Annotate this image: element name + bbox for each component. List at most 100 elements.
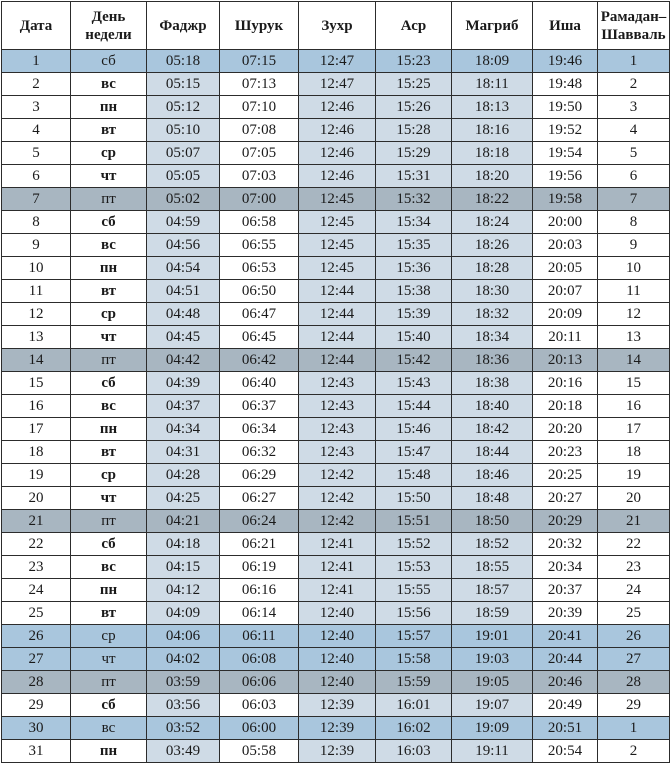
table-row: 7 пт 05:02 07:00 12:45 15:32 18:22 19:58 7 bbox=[1, 187, 670, 211]
shuruq-cell: 07:05 bbox=[219, 141, 299, 165]
maghrib-cell: 18:44 bbox=[451, 440, 533, 464]
maghrib-cell: 18:16 bbox=[451, 118, 533, 142]
shuruq-cell: 06:37 bbox=[219, 394, 299, 418]
date-cell: 15 bbox=[1, 371, 71, 395]
asr-cell: 15:43 bbox=[375, 371, 452, 395]
maghrib-cell: 18:48 bbox=[451, 486, 533, 510]
shuruq-cell: 07:08 bbox=[219, 118, 299, 142]
weekday-header-line2: недели bbox=[85, 26, 132, 43]
asr-cell: 15:59 bbox=[375, 670, 452, 694]
weekday-cell: пн bbox=[70, 417, 147, 441]
hijri-date-cell: 2 bbox=[597, 72, 670, 96]
table-row: 20 чт 04:25 06:27 12:42 15:50 18:48 20:27 20 bbox=[1, 486, 670, 510]
isha-cell: 20:51 bbox=[532, 716, 598, 740]
hijri-date-cell: 20 bbox=[597, 486, 670, 510]
fajr-cell: 03:59 bbox=[146, 670, 220, 694]
table-row: 30 вс 03:52 06:00 12:39 16:02 19:09 20:51 1 bbox=[1, 716, 670, 740]
hijri-date-cell: 10 bbox=[597, 256, 670, 280]
weekday-cell: вт bbox=[70, 118, 147, 142]
shuruq-cell: 05:58 bbox=[219, 739, 299, 763]
isha-cell: 20:54 bbox=[532, 739, 598, 763]
table-row: 4 вт 05:10 07:08 12:46 15:28 18:16 19:52 4 bbox=[1, 118, 670, 142]
shuruq-cell: 07:10 bbox=[219, 95, 299, 119]
weekday-cell: чт bbox=[70, 325, 147, 349]
isha-cell: 20:49 bbox=[532, 693, 598, 717]
fajr-cell: 04:59 bbox=[146, 210, 220, 234]
fajr-cell: 05:18 bbox=[146, 49, 220, 73]
isha-cell: 19:58 bbox=[532, 187, 598, 211]
maghrib-cell: 18:36 bbox=[451, 348, 533, 372]
weekday-cell: ср bbox=[70, 463, 147, 487]
asr-cell: 15:26 bbox=[375, 95, 452, 119]
weekday-cell: чт bbox=[70, 486, 147, 510]
hijri-date-cell: 18 bbox=[597, 440, 670, 464]
asr-cell: 15:52 bbox=[375, 532, 452, 556]
isha-cell: 19:50 bbox=[532, 95, 598, 119]
zuhr-cell: 12:41 bbox=[298, 578, 376, 602]
zuhr-cell: 12:45 bbox=[298, 187, 376, 211]
shuruq-cell: 06:32 bbox=[219, 440, 299, 464]
date-cell: 2 bbox=[1, 72, 71, 96]
zuhr-cell: 12:39 bbox=[298, 739, 376, 763]
date-cell: 9 bbox=[1, 233, 71, 257]
hijri-date-cell: 3 bbox=[597, 95, 670, 119]
zuhr-cell: 12:40 bbox=[298, 670, 376, 694]
date-cell: 20 bbox=[1, 486, 71, 510]
asr-cell: 15:36 bbox=[375, 256, 452, 280]
fajr-cell: 04:21 bbox=[146, 509, 220, 533]
table-row: 29 сб 03:56 06:03 12:39 16:01 19:07 20:49 29 bbox=[1, 693, 670, 717]
date-cell: 3 bbox=[1, 95, 71, 119]
shuruq-cell: 06:42 bbox=[219, 348, 299, 372]
date-cell: 6 bbox=[1, 164, 71, 188]
isha-cell: 20:46 bbox=[532, 670, 598, 694]
fajr-cell: 04:42 bbox=[146, 348, 220, 372]
shuruq-cell: 06:40 bbox=[219, 371, 299, 395]
zuhr-cell: 12:46 bbox=[298, 95, 376, 119]
asr-cell: 15:42 bbox=[375, 348, 452, 372]
col-header-isha: Иша bbox=[532, 1, 598, 50]
maghrib-cell: 18:32 bbox=[451, 302, 533, 326]
weekday-cell: сб bbox=[70, 210, 147, 234]
date-cell: 31 bbox=[1, 739, 71, 763]
hijri-date-cell: 26 bbox=[597, 624, 670, 648]
asr-cell: 15:53 bbox=[375, 555, 452, 579]
table-row: 15 сб 04:39 06:40 12:43 15:43 18:38 20:16 15 bbox=[1, 371, 670, 395]
maghrib-cell: 19:05 bbox=[451, 670, 533, 694]
table-row: 19 ср 04:28 06:29 12:42 15:48 18:46 20:25 19 bbox=[1, 463, 670, 487]
hijri-date-cell: 15 bbox=[597, 371, 670, 395]
maghrib-cell: 18:13 bbox=[451, 95, 533, 119]
date-cell: 25 bbox=[1, 601, 71, 625]
isha-cell: 20:37 bbox=[532, 578, 598, 602]
zuhr-cell: 12:45 bbox=[298, 210, 376, 234]
weekday-cell: пт bbox=[70, 187, 147, 211]
weekday-cell: вс bbox=[70, 72, 147, 96]
asr-cell: 15:55 bbox=[375, 578, 452, 602]
zuhr-cell: 12:45 bbox=[298, 256, 376, 280]
isha-cell: 20:18 bbox=[532, 394, 598, 418]
asr-cell: 15:32 bbox=[375, 187, 452, 211]
hijri-date-cell: 21 bbox=[597, 509, 670, 533]
asr-cell: 15:47 bbox=[375, 440, 452, 464]
fajr-cell: 05:07 bbox=[146, 141, 220, 165]
date-cell: 17 bbox=[1, 417, 71, 441]
asr-cell: 15:28 bbox=[375, 118, 452, 142]
date-cell: 28 bbox=[1, 670, 71, 694]
shuruq-cell: 06:21 bbox=[219, 532, 299, 556]
fajr-cell: 03:56 bbox=[146, 693, 220, 717]
asr-cell: 15:44 bbox=[375, 394, 452, 418]
table-row: 22 сб 04:18 06:21 12:41 15:52 18:52 20:32 22 bbox=[1, 532, 670, 556]
weekday-header-line1: День bbox=[91, 8, 126, 25]
isha-cell: 19:56 bbox=[532, 164, 598, 188]
hijri-date-cell: 16 bbox=[597, 394, 670, 418]
zuhr-cell: 12:47 bbox=[298, 72, 376, 96]
isha-cell: 20:23 bbox=[532, 440, 598, 464]
isha-cell: 19:48 bbox=[532, 72, 598, 96]
asr-cell: 15:58 bbox=[375, 647, 452, 671]
date-cell: 11 bbox=[1, 279, 71, 303]
weekday-cell: сб bbox=[70, 532, 147, 556]
weekday-cell: ср bbox=[70, 141, 147, 165]
date-cell: 1 bbox=[1, 49, 71, 73]
date-cell: 29 bbox=[1, 693, 71, 717]
date-cell: 23 bbox=[1, 555, 71, 579]
